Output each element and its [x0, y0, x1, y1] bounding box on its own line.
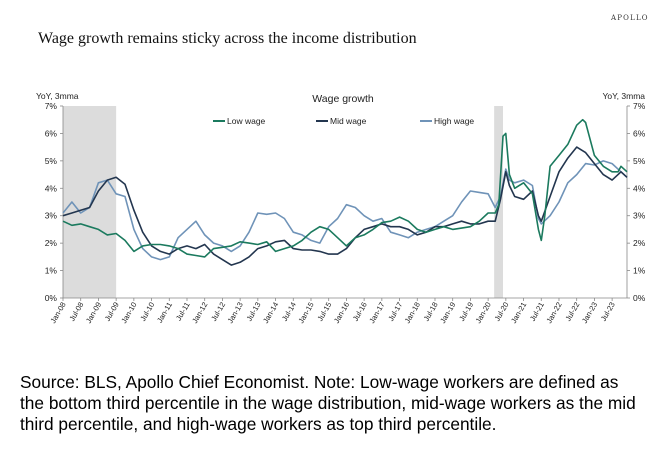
y-tick-label-right-2: 2% — [633, 238, 646, 248]
recession-shading — [63, 106, 504, 298]
x-tick-label-4: Jan-10 — [119, 301, 138, 325]
x-tick-label-6: Jan-11 — [155, 301, 174, 325]
x-tick-label-11: Jul-13 — [245, 301, 263, 323]
y-tick-label-right-4: 4% — [633, 183, 646, 193]
x-tick-label-2: Jan-09 — [84, 301, 103, 325]
x-tick-label-29: Jul-22 — [563, 301, 581, 323]
x-tick-label-22: Jan-19 — [438, 301, 457, 325]
legend-label-1: Mid wage — [330, 116, 367, 126]
x-tick-label-13: Jul-14 — [280, 301, 298, 323]
series-lines — [62, 118, 628, 266]
series-line-low-wage — [62, 118, 628, 258]
y-tick-label-left-6: 6% — [45, 128, 58, 138]
y-tick-label-right-5: 5% — [633, 156, 646, 166]
x-tick-label-31: Jul-23 — [599, 301, 617, 323]
y-tick-label-left-5: 5% — [45, 156, 58, 166]
x-tick-label-7: Jul-11 — [174, 301, 192, 323]
y-axis-label-left: YoY, 3mma — [36, 91, 79, 101]
x-tick-label-23: Jul-19 — [457, 301, 475, 323]
x-tick-label-28: Jan-22 — [544, 301, 563, 325]
brand-logo: APOLLO — [611, 14, 649, 22]
x-tick-label-26: Jan-21 — [509, 301, 528, 325]
y-tick-label-left-1: 1% — [45, 266, 58, 276]
series-line-mid-wage — [62, 146, 628, 266]
x-tick-label-19: Jul-17 — [386, 301, 404, 323]
legend-label-2: High wage — [434, 116, 474, 126]
x-tick-label-1: Jul-08 — [67, 301, 85, 323]
x-tick-label-30: Jan-23 — [580, 301, 599, 325]
x-tick-label-9: Jul-12 — [209, 301, 227, 323]
x-tick-label-27: Jul-21 — [528, 301, 546, 323]
x-tick-label-15: Jul-15 — [315, 301, 333, 323]
legend: Low wage Mid wage High wage — [213, 116, 474, 126]
x-tick-label-25: Jul-20 — [493, 301, 511, 323]
y-tick-label-left-2: 2% — [45, 238, 58, 248]
y-tick-label-left-4: 4% — [45, 183, 58, 193]
x-tick-label-21: Jul-18 — [422, 301, 440, 323]
y-tick-label-right-0: 0% — [633, 293, 646, 303]
wage-growth-chart: 0% 0%1% 1%2% 2%3% 3%4% 4%5% 5%6% 6%7% 7%Jan-08 Ju… — [36, 91, 646, 325]
y-tick-label-left-7: 7% — [45, 101, 58, 111]
x-tick-label-12: Jan-14 — [261, 301, 280, 325]
x-tick-label-24: Jan-20 — [474, 300, 493, 324]
x-tick-label-17: Jul-16 — [351, 301, 369, 323]
x-tick-label-5: Jul-10 — [138, 301, 156, 323]
y-tick-label-right-7: 7% — [633, 101, 646, 111]
y-tick-label-right-1: 1% — [633, 266, 646, 276]
x-tick-label-10: Jan-13 — [226, 301, 245, 325]
chart-title: Wage growth — [312, 93, 374, 105]
y-tick-label-right-6: 6% — [633, 128, 646, 138]
x-tick-label-16: Jan-16 — [332, 301, 351, 325]
x-tick-label-18: Jan-17 — [367, 301, 386, 325]
x-tick-label-20: Jan-18 — [403, 301, 422, 325]
y-tick-label-left-0: 0% — [45, 293, 58, 303]
source-note: Source: BLS, Apollo Chief Economist. Not… — [20, 372, 636, 434]
y-axis-label-right: YoY, 3mma — [602, 91, 645, 101]
x-tick-label-3: Jul-09 — [103, 301, 121, 323]
legend-label-0: Low wage — [227, 116, 266, 126]
x-tick-label-8: Jan-12 — [190, 301, 209, 325]
chart-headline: Wage growth remains sticky across the in… — [38, 30, 417, 47]
y-tick-label-right-3: 3% — [633, 211, 646, 221]
x-tick-label-0: Jan-08 — [48, 301, 67, 325]
y-tick-label-left-3: 3% — [45, 211, 58, 221]
x-tick-label-14: Jan-15 — [296, 301, 315, 325]
